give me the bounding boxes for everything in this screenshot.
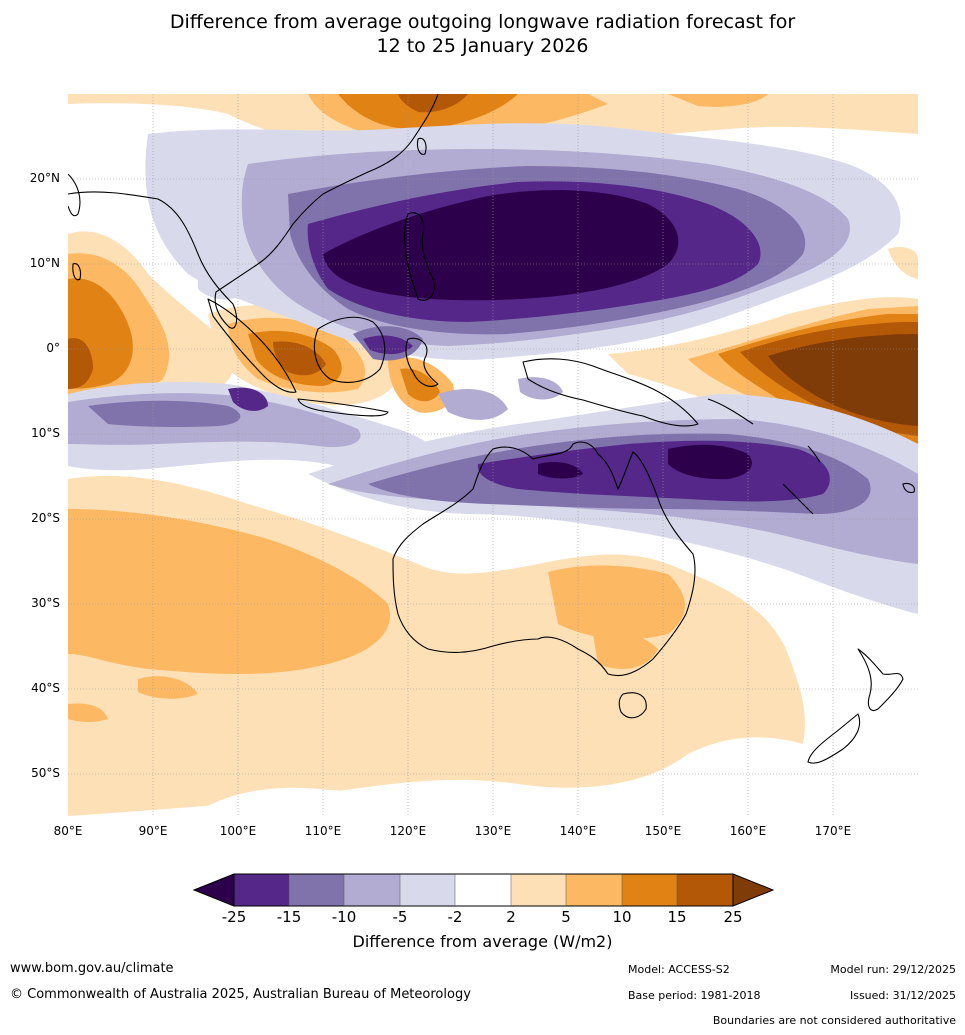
lat-label-20n: 20°N (29, 171, 60, 185)
lon-label-90e: 90°E (138, 824, 168, 838)
lat-label-50s: 50°S (31, 766, 60, 780)
colorbar-tick-9: 15 (667, 908, 687, 926)
lon-label-150e: 150°E (644, 824, 682, 838)
boundaries-disclaimer: Boundaries are not considered authoritat… (712, 1014, 956, 1027)
copyright-notice: © Commonwealth of Australia 2025, Austra… (10, 987, 471, 1002)
map-title: Difference from average outgoing longwav… (0, 10, 965, 58)
java-coastline (297, 398, 389, 417)
lat-label-0: 0° (46, 341, 60, 355)
issued-date: Issued: 31/12/2025 (849, 989, 956, 1002)
india-coastline (68, 173, 81, 217)
lat-label-20s: 20°S (31, 511, 60, 525)
pacific-islands-coastline (707, 398, 915, 515)
colorbar-bin-9 (677, 874, 733, 906)
colorbar-bin-5 (455, 874, 511, 906)
colorbar-tick-8: 10 (612, 908, 632, 926)
colorbar-bin-8 (622, 874, 677, 906)
olr-anomaly-map (68, 94, 918, 816)
negative-anomaly-northern-australia (308, 394, 918, 614)
colorbar-max-extend (732, 873, 775, 907)
colorbar-tick-2: -15 (276, 908, 302, 926)
australia-coastline (392, 441, 696, 677)
sumatra-coastline (207, 298, 297, 393)
colorbar-bin-4 (400, 874, 455, 906)
lon-label-130e: 130°E (474, 824, 512, 838)
lon-label-100e: 100°E (219, 824, 257, 838)
website-link[interactable]: www.bom.gov.au/climate (10, 961, 174, 976)
lon-label-170e: 170°E (814, 824, 852, 838)
coastlines (68, 94, 915, 764)
lon-label-110e: 110°E (304, 824, 342, 838)
colorbar-tick-6: 2 (506, 908, 516, 926)
negative-anomaly-indian-ocean-south (68, 382, 441, 479)
new-guinea-coastline (522, 358, 699, 427)
colorbar-min-extend (192, 873, 235, 907)
sri-lanka-coastline (72, 263, 82, 281)
title-line-2: 12 to 25 January 2026 (376, 35, 589, 57)
colorbar-tick-7: 5 (561, 908, 571, 926)
graticule (68, 94, 918, 816)
colorbar-tick-3: -10 (331, 908, 357, 926)
colorbar-tick-1: -25 (221, 908, 247, 926)
colorbar-bin-1 (234, 874, 289, 906)
colorbar-bin-3 (344, 874, 400, 906)
mainland-asia-coastline (68, 94, 439, 329)
sulawesi-coastline (405, 337, 439, 387)
lon-label-80e: 80°E (53, 824, 83, 838)
new-zealand-south-coastline (807, 713, 861, 764)
colorbar-tick-10: 25 (723, 908, 743, 926)
positive-anomaly-indian-ocean (68, 231, 235, 412)
model-run-date: Model run: 29/12/2025 (830, 963, 956, 976)
colorbar-title: Difference from average (W/m2) (352, 932, 613, 951)
colorbar-tick-4: -5 (392, 908, 408, 926)
positive-anomaly-east-asia (68, 94, 918, 152)
lon-label-140e: 140°E (559, 824, 597, 838)
lat-label-10n: 10°N (29, 256, 60, 270)
borneo-coastline (313, 316, 386, 383)
lat-label-40s: 40°S (31, 681, 60, 695)
model-name: Model: ACCESS-S2 (628, 963, 730, 976)
tasmania-coastline (618, 692, 647, 719)
colorbar-bin-7 (566, 874, 622, 906)
taiwan-coastline (416, 137, 427, 155)
colorbar-bin-2 (289, 874, 344, 906)
lat-label-30s: 30°S (31, 596, 60, 610)
colorbar-tick-5: -2 (447, 908, 463, 926)
lat-label-10s: 10°S (31, 426, 60, 440)
philippines-coastline (404, 212, 435, 301)
title-line-1: Difference from average outgoing longwav… (169, 11, 796, 33)
lon-label-160e: 160°E (729, 824, 767, 838)
positive-anomaly-southern-ocean (68, 475, 805, 816)
colorbar (190, 870, 780, 910)
new-zealand-north-coastline (857, 648, 904, 712)
lon-label-120e: 120°E (389, 824, 427, 838)
base-period: Base period: 1981-2018 (628, 989, 761, 1002)
colorbar-bin-6 (511, 874, 566, 906)
